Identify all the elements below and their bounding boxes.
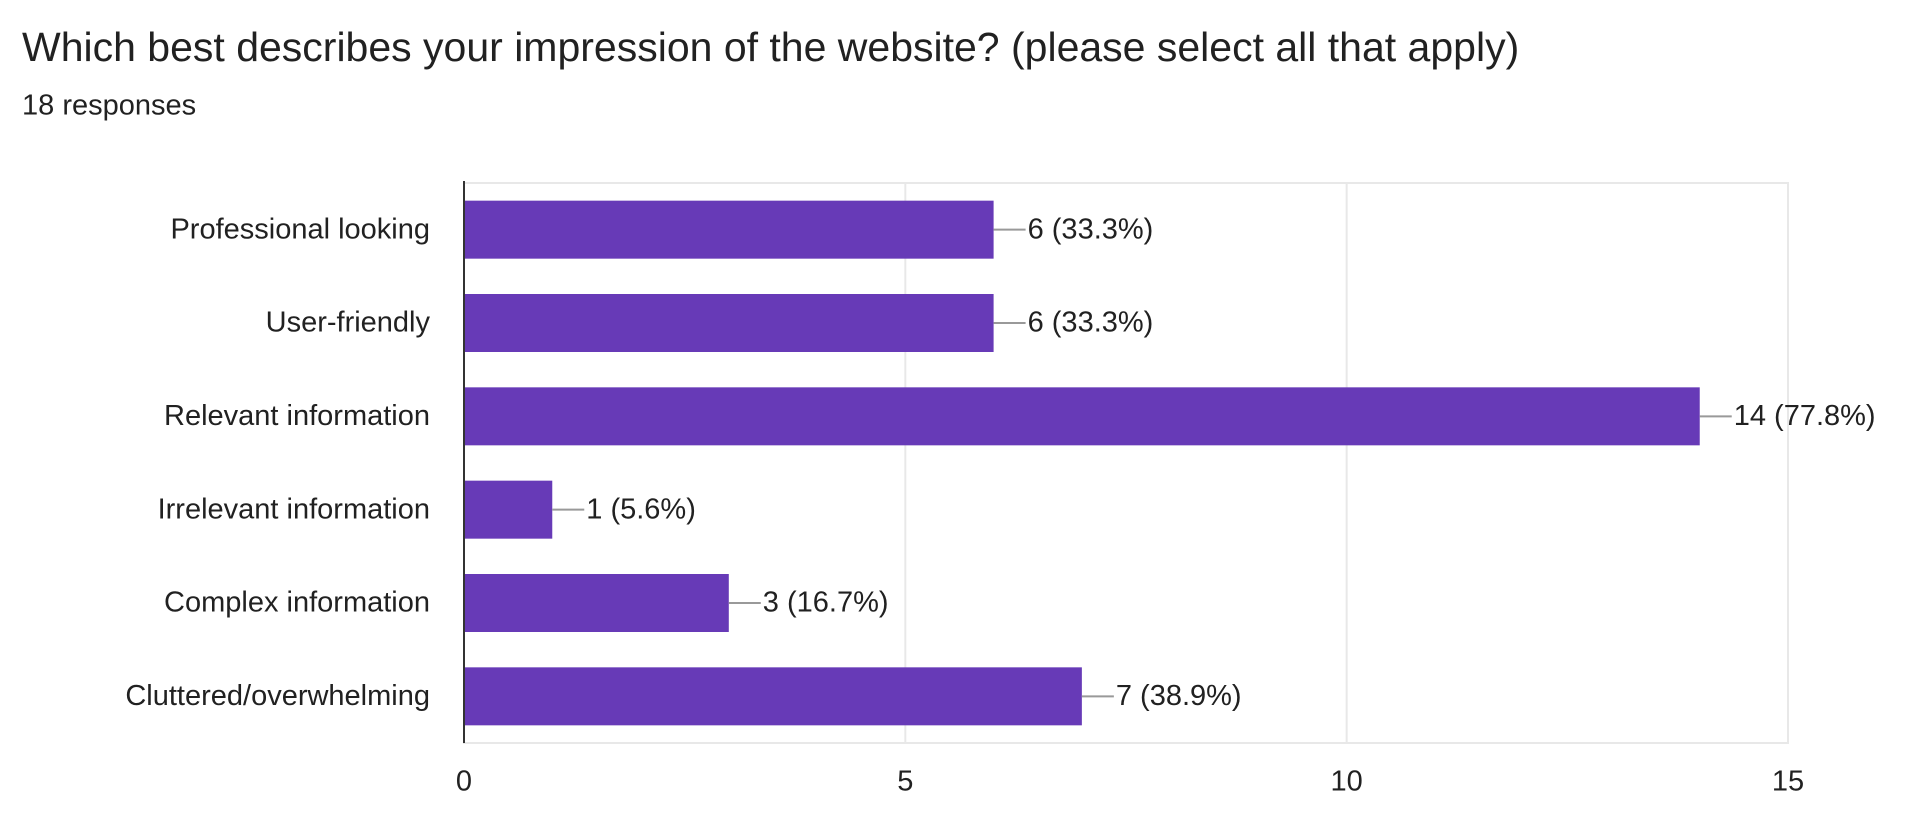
chart-subtitle: 18 responses xyxy=(22,90,196,122)
value-label: 3 (16.7%) xyxy=(763,587,889,619)
x-tick-label: 5 xyxy=(897,766,913,798)
bar xyxy=(464,294,994,352)
value-label: 14 (77.8%) xyxy=(1734,400,1876,432)
bar xyxy=(464,387,1700,446)
x-tick-label: 0 xyxy=(456,766,472,798)
bar xyxy=(464,200,994,259)
y-tick-label: Irrelevant information xyxy=(158,493,430,525)
bar xyxy=(464,667,1082,726)
value-label: 6 (33.3%) xyxy=(1028,213,1154,245)
y-tick-label: Relevant information xyxy=(164,400,430,432)
value-label: 1 (5.6%) xyxy=(586,493,696,525)
x-tick-label: 15 xyxy=(1772,766,1804,798)
y-tick-label: Professional looking xyxy=(170,213,430,245)
bar xyxy=(464,480,553,539)
y-tick-label: Complex information xyxy=(164,587,430,619)
x-tick-label: 10 xyxy=(1331,766,1363,798)
plot-frame xyxy=(463,182,1789,744)
bar xyxy=(464,574,729,632)
y-tick-label: Cluttered/overwhelming xyxy=(125,680,430,712)
y-tick-label: User-friendly xyxy=(266,307,431,339)
value-label: 6 (33.3%) xyxy=(1028,307,1154,339)
value-label: 7 (38.9%) xyxy=(1116,680,1242,712)
chart-title: Which best describes your impression of … xyxy=(22,24,1519,70)
